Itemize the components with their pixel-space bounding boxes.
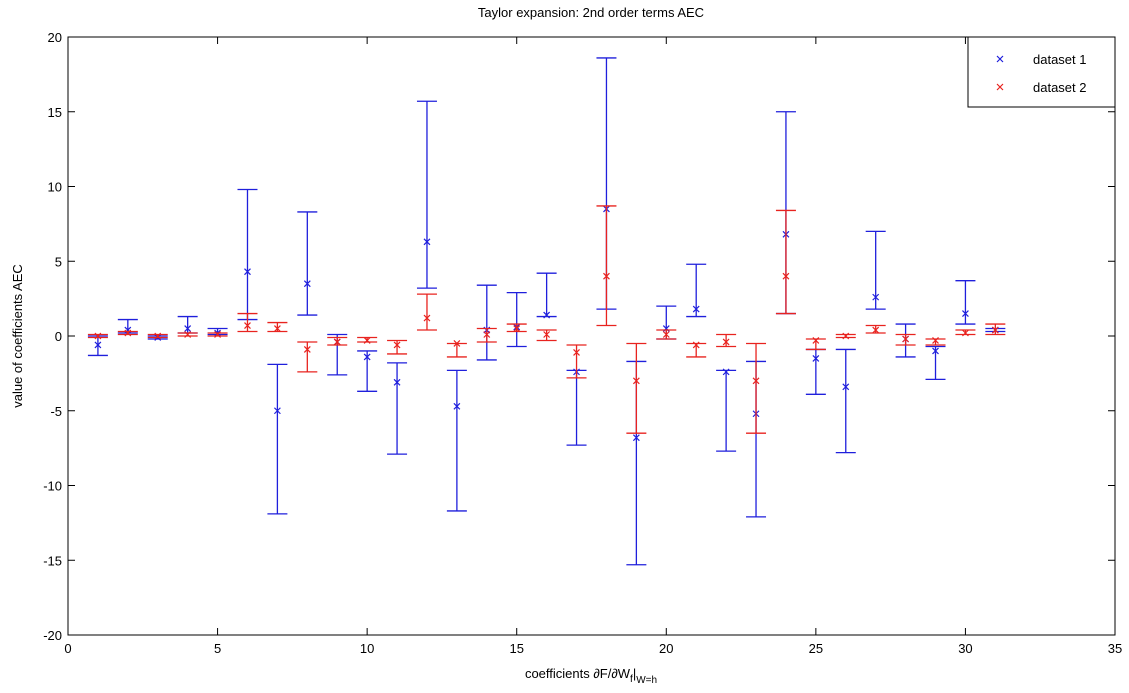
- point: [632, 434, 640, 442]
- x-tick-label: 0: [64, 641, 71, 656]
- chart-title: Taylor expansion: 2nd order terms AEC: [478, 5, 704, 20]
- point: [932, 337, 939, 344]
- point: [662, 331, 670, 338]
- x-tick-label: 30: [958, 641, 972, 656]
- y-tick-label: -5: [50, 404, 62, 419]
- point: [423, 314, 431, 322]
- point: [872, 293, 880, 301]
- x-label-main: coefficients ∂F/∂W: [525, 666, 631, 681]
- point: [513, 325, 521, 332]
- point: [453, 402, 461, 410]
- x-tick-label: 20: [659, 641, 673, 656]
- point: [932, 347, 939, 355]
- y-tick-label: 20: [48, 30, 62, 45]
- y-tick-label: 0: [55, 329, 62, 344]
- y-tick-label: -20: [43, 628, 62, 643]
- point: [393, 341, 401, 349]
- point: [782, 272, 790, 280]
- point: [991, 326, 999, 334]
- x-label-sub: W=h: [636, 675, 657, 686]
- x-tick-label: 5: [214, 641, 221, 656]
- point: [333, 338, 341, 346]
- x-axis-label: coefficients ∂F/∂Wf|W=h: [525, 666, 657, 686]
- point: [483, 331, 491, 338]
- point: [573, 349, 580, 356]
- point: [692, 305, 700, 313]
- point: [124, 329, 132, 337]
- x-label-bar: |: [633, 666, 636, 681]
- y-tick-label: 10: [48, 180, 62, 195]
- point: [842, 332, 850, 340]
- point: [303, 280, 311, 288]
- point: [962, 310, 969, 317]
- point: [303, 346, 311, 353]
- point: [543, 311, 551, 319]
- point: [363, 353, 371, 361]
- y-tick-label: 15: [48, 105, 62, 120]
- point: [244, 322, 251, 329]
- point: [453, 340, 461, 347]
- point: [214, 331, 221, 338]
- point: [842, 383, 850, 391]
- point: [393, 378, 401, 386]
- legend-marker: [996, 55, 1004, 63]
- point: [184, 331, 192, 338]
- y-tick-label: 5: [55, 254, 62, 269]
- point: [752, 377, 760, 385]
- legend-box: [967, 36, 1116, 108]
- point: [603, 272, 610, 280]
- point: [962, 329, 969, 337]
- x-tick-label: 15: [509, 641, 523, 656]
- point: [423, 238, 431, 246]
- legend-marker: [996, 83, 1004, 91]
- point: [543, 331, 551, 338]
- point: [692, 341, 700, 349]
- point: [273, 325, 281, 332]
- x-tick-label: 10: [360, 641, 374, 656]
- point: [94, 332, 102, 340]
- point: [94, 341, 102, 349]
- point: [722, 368, 730, 376]
- point: [722, 338, 730, 346]
- point: [812, 355, 820, 362]
- legend-label: dataset 2: [1033, 80, 1087, 95]
- legend-label: dataset 1: [1033, 52, 1087, 67]
- point: [812, 337, 820, 344]
- point: [184, 325, 192, 332]
- y-axis-label: value of coefficients AEC: [10, 264, 25, 408]
- x-label-sub: f: [630, 674, 633, 685]
- point: [273, 407, 281, 415]
- y-tick-label: -15: [43, 553, 62, 568]
- x-tick-label: 35: [1108, 641, 1122, 656]
- point: [632, 377, 640, 385]
- point: [902, 335, 910, 343]
- point: [154, 332, 162, 340]
- point: [244, 268, 251, 276]
- point: [363, 337, 371, 344]
- y-tick-label: -10: [43, 479, 62, 494]
- x-tick-label: 25: [809, 641, 823, 656]
- point: [872, 326, 880, 334]
